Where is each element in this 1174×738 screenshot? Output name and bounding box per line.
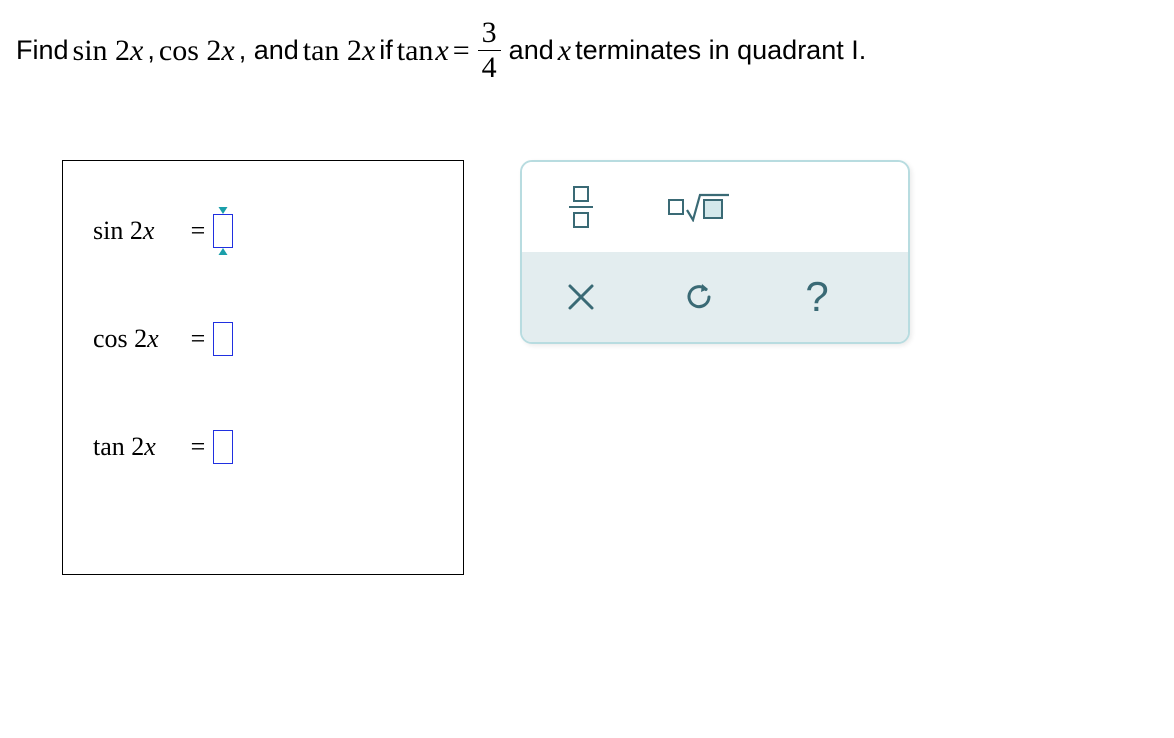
equals-sin: = — [183, 216, 213, 246]
sqrt-icon — [668, 192, 730, 222]
tool-row-templates — [522, 162, 908, 252]
problem-statement: Find sin 2x , cos 2x , and tan 2x if tan… — [16, 18, 866, 83]
cos2x-text: cos 2x — [159, 34, 235, 68]
terminates-text: terminates in quadrant I. — [575, 35, 866, 66]
cos2x-input[interactable] — [213, 322, 233, 356]
tan2x-input[interactable] — [213, 430, 233, 464]
tanx-text: tanx — [397, 34, 449, 68]
equals-sign: = — [453, 34, 470, 68]
and-word: and — [509, 35, 554, 66]
answer-row-sin: sin 2x = — [93, 211, 433, 251]
help-button[interactable]: ? — [782, 270, 852, 324]
equals-cos: = — [183, 324, 213, 354]
reset-icon — [681, 279, 717, 315]
answer-box: sin 2x = cos 2x = tan 2x = — [62, 160, 464, 575]
var-x: x — [558, 34, 571, 68]
fraction-icon — [569, 186, 593, 228]
fraction-button[interactable] — [546, 180, 616, 234]
answer-row-tan: tan 2x = — [93, 427, 433, 467]
tan2x-label: tan 2x — [93, 432, 183, 462]
equals-tan: = — [183, 432, 213, 462]
sqrt-button[interactable] — [664, 180, 734, 234]
reset-button[interactable] — [664, 270, 734, 324]
tan2x-text: tan 2x — [303, 34, 375, 68]
answer-row-cos: cos 2x = — [93, 319, 433, 359]
sin2x-text: sin 2x — [73, 34, 144, 68]
fraction-3-4: 3 4 — [478, 18, 501, 83]
help-icon: ? — [805, 273, 828, 321]
tool-panel: ? — [520, 160, 910, 344]
x-icon — [566, 282, 596, 312]
comma-and: , and — [239, 35, 299, 66]
fraction-denominator: 4 — [478, 50, 501, 83]
comma-1: , — [147, 35, 155, 66]
sin2x-label: sin 2x — [93, 216, 183, 246]
fraction-numerator: 3 — [478, 18, 501, 50]
tool-row-actions: ? — [522, 252, 908, 342]
cos2x-label: cos 2x — [93, 324, 183, 354]
find-word: Find — [16, 35, 69, 66]
sin2x-input[interactable] — [213, 214, 233, 248]
if-word: if — [379, 35, 393, 66]
clear-button[interactable] — [546, 270, 616, 324]
